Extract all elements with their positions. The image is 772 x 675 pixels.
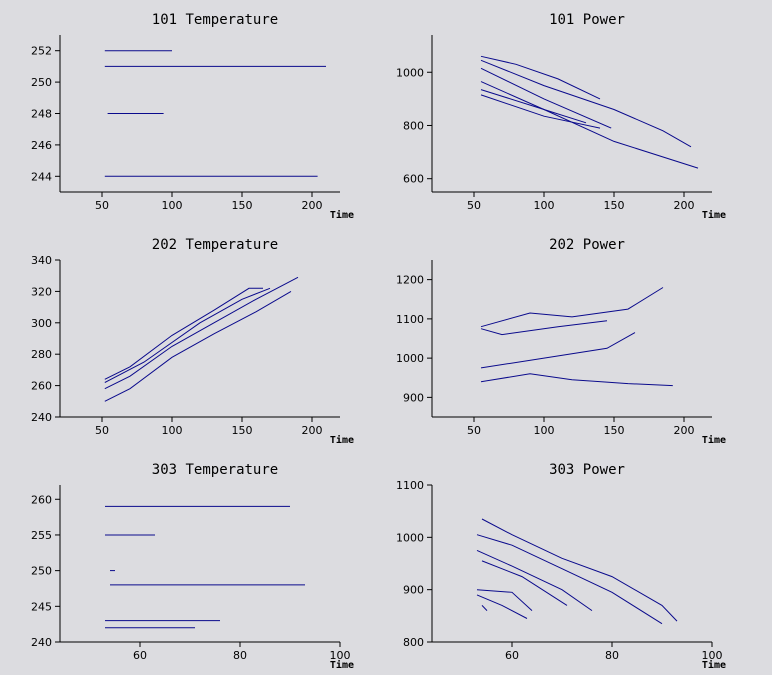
x-tick-label: 100 [162, 424, 183, 437]
y-tick-label: 250 [31, 76, 52, 89]
x-tick-label: 100 [702, 649, 723, 662]
x-axis-label: Time [702, 209, 726, 221]
x-tick-label: 100 [162, 199, 183, 212]
y-tick-label: 340 [31, 254, 52, 267]
y-tick-label: 246 [31, 139, 52, 152]
x-tick-label: 150 [232, 199, 253, 212]
chart-title: 303 Power [549, 462, 625, 478]
series-line-4 [104, 290, 292, 402]
y-tick-label: 300 [31, 317, 52, 330]
series-line-1 [104, 287, 263, 380]
y-tick-label: 600 [403, 173, 424, 186]
chart-panel-1: 101 Temperature 244 246 248 250 252 50 100 150 20… [31, 12, 354, 221]
y-tick-label: 260 [31, 493, 52, 506]
series-line-3 [476, 549, 593, 612]
y-tick-label: 800 [403, 636, 424, 649]
series-line-5 [480, 89, 587, 124]
y-tick-label: 245 [31, 600, 52, 613]
x-tick-label: 200 [674, 424, 695, 437]
chart-panel-4: 202 Power 900 1000 1100 1200 50 100 150 200 Time [396, 237, 726, 446]
y-tick-label: 240 [31, 636, 52, 649]
series-line-1 [480, 55, 601, 100]
x-tick-label: 200 [302, 424, 323, 437]
x-tick-label: 150 [604, 424, 625, 437]
x-tick-label: 50 [467, 199, 481, 212]
y-tick-label: 320 [31, 285, 52, 298]
chart-title: 202 Power [549, 237, 625, 253]
series-line-5 [476, 589, 533, 611]
series-line-6 [480, 94, 601, 129]
chart-panel-2: 101 Power 600 800 1000 50 100 150 200 Time [396, 12, 726, 221]
x-tick-label: 80 [233, 649, 247, 662]
x-tick-label: 200 [674, 199, 695, 212]
series-line-2 [480, 59, 692, 148]
series-line-3 [480, 332, 636, 369]
x-tick-label: 80 [605, 649, 619, 662]
series-line-1 [481, 518, 678, 622]
x-tick-label: 50 [95, 424, 109, 437]
x-axis-label: Time [330, 209, 354, 221]
chart-panel-3: 202 Temperature 240 260 280 300 320 340 50 100 15… [31, 237, 354, 446]
x-tick-label: 50 [95, 199, 109, 212]
series-line-3 [480, 67, 612, 129]
x-axis-label: Time [330, 434, 354, 446]
x-tick-label: 100 [330, 649, 351, 662]
y-tick-label: 1000 [396, 531, 424, 544]
x-axis-label: Time [330, 659, 354, 671]
y-tick-label: 900 [403, 391, 424, 404]
chart-panel-5: 303 Temperature 240 245 250 255 260 60 80 100Tim… [31, 462, 354, 671]
y-tick-label: 1100 [396, 479, 424, 492]
x-tick-label: 150 [604, 199, 625, 212]
y-tick-label: 260 [31, 380, 52, 393]
x-tick-label: 200 [302, 199, 323, 212]
y-tick-label: 280 [31, 348, 52, 361]
x-axis-label: Time [702, 434, 726, 446]
series-line-1 [480, 287, 664, 328]
x-tick-label: 60 [505, 649, 519, 662]
y-tick-label: 1000 [396, 352, 424, 365]
series-line-4 [480, 81, 699, 169]
series-line-6 [476, 594, 528, 619]
x-tick-label: 100 [534, 424, 555, 437]
x-tick-label: 150 [232, 424, 253, 437]
chart-title: 101 Power [549, 12, 625, 28]
y-tick-label: 900 [403, 584, 424, 597]
y-tick-label: 240 [31, 411, 52, 424]
x-axis-label: Time [702, 659, 726, 671]
chart-title: 101 Temperature [152, 12, 278, 28]
series-line-4 [481, 560, 568, 606]
y-tick-label: 800 [403, 119, 424, 132]
chart-title: 202 Temperature [152, 237, 278, 253]
x-tick-label: 100 [534, 199, 555, 212]
y-tick-label: 252 [31, 45, 52, 58]
chart-title: 303 Temperature [152, 462, 278, 478]
y-tick-label: 1100 [396, 313, 424, 326]
x-tick-label: 60 [133, 649, 147, 662]
y-tick-label: 1000 [396, 66, 424, 79]
series-line-2 [480, 320, 608, 336]
x-tick-label: 50 [467, 424, 481, 437]
y-tick-label: 248 [31, 108, 52, 121]
series-line-2 [104, 287, 271, 383]
y-tick-label: 1200 [396, 274, 424, 287]
y-tick-label: 250 [31, 565, 52, 578]
series-line-3 [104, 276, 299, 390]
y-tick-label: 255 [31, 529, 52, 542]
series-line-7 [481, 605, 488, 611]
series-line-4 [480, 373, 673, 387]
series-line-2 [476, 534, 663, 625]
y-tick-label: 244 [31, 170, 52, 183]
